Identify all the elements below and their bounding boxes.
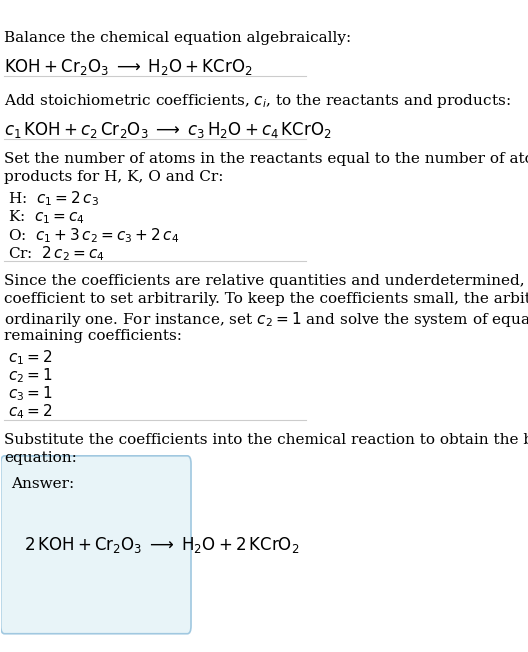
Text: H:  $c_1 = 2\,c_3$: H: $c_1 = 2\,c_3$ (7, 190, 98, 209)
Text: K:  $c_1 = c_4$: K: $c_1 = c_4$ (7, 208, 84, 226)
Text: $c_3 = 1$: $c_3 = 1$ (7, 385, 52, 403)
FancyBboxPatch shape (1, 456, 191, 634)
Text: coefficient to set arbitrarily. To keep the coefficients small, the arbitrary va: coefficient to set arbitrarily. To keep … (4, 292, 528, 306)
Text: Set the number of atoms in the reactants equal to the number of atoms in the: Set the number of atoms in the reactants… (4, 152, 528, 166)
Text: Add stoichiometric coefficients, $c_i$, to the reactants and products:: Add stoichiometric coefficients, $c_i$, … (4, 93, 511, 110)
Text: $\mathrm{KOH + Cr_2O_3 \;\longrightarrow\; H_2O + KCrO_2}$: $\mathrm{KOH + Cr_2O_3 \;\longrightarrow… (4, 57, 253, 76)
Text: $c_1\,\mathrm{KOH} + c_2\,\mathrm{Cr_2O_3} \;\longrightarrow\; c_3\,\mathrm{H_2O: $c_1\,\mathrm{KOH} + c_2\,\mathrm{Cr_2O_… (4, 119, 332, 140)
Text: Since the coefficients are relative quantities and underdetermined, choose a: Since the coefficients are relative quan… (4, 274, 528, 288)
Text: Substitute the coefficients into the chemical reaction to obtain the balanced: Substitute the coefficients into the che… (4, 433, 528, 447)
Text: equation:: equation: (4, 451, 77, 466)
Text: $c_4 = 2$: $c_4 = 2$ (7, 402, 52, 421)
Text: remaining coefficients:: remaining coefficients: (4, 329, 183, 342)
Text: ordinarily one. For instance, set $c_2 = 1$ and solve the system of equations fo: ordinarily one. For instance, set $c_2 =… (4, 310, 528, 329)
Text: $2\,\mathrm{KOH + Cr_2O_3 \;\longrightarrow\; H_2O + 2\,KCrO_2}$: $2\,\mathrm{KOH + Cr_2O_3 \;\longrightar… (24, 535, 300, 555)
Text: Balance the chemical equation algebraically:: Balance the chemical equation algebraica… (4, 31, 352, 44)
Text: $c_2 = 1$: $c_2 = 1$ (7, 366, 52, 385)
Text: Cr:  $2\,c_2 = c_4$: Cr: $2\,c_2 = c_4$ (7, 244, 105, 263)
Text: O:  $c_1 + 3\,c_2 = c_3 + 2\,c_4$: O: $c_1 + 3\,c_2 = c_3 + 2\,c_4$ (7, 226, 179, 244)
Text: Answer:: Answer: (11, 477, 74, 490)
Text: $c_1 = 2$: $c_1 = 2$ (7, 348, 52, 367)
Text: products for H, K, O and Cr:: products for H, K, O and Cr: (4, 170, 224, 184)
